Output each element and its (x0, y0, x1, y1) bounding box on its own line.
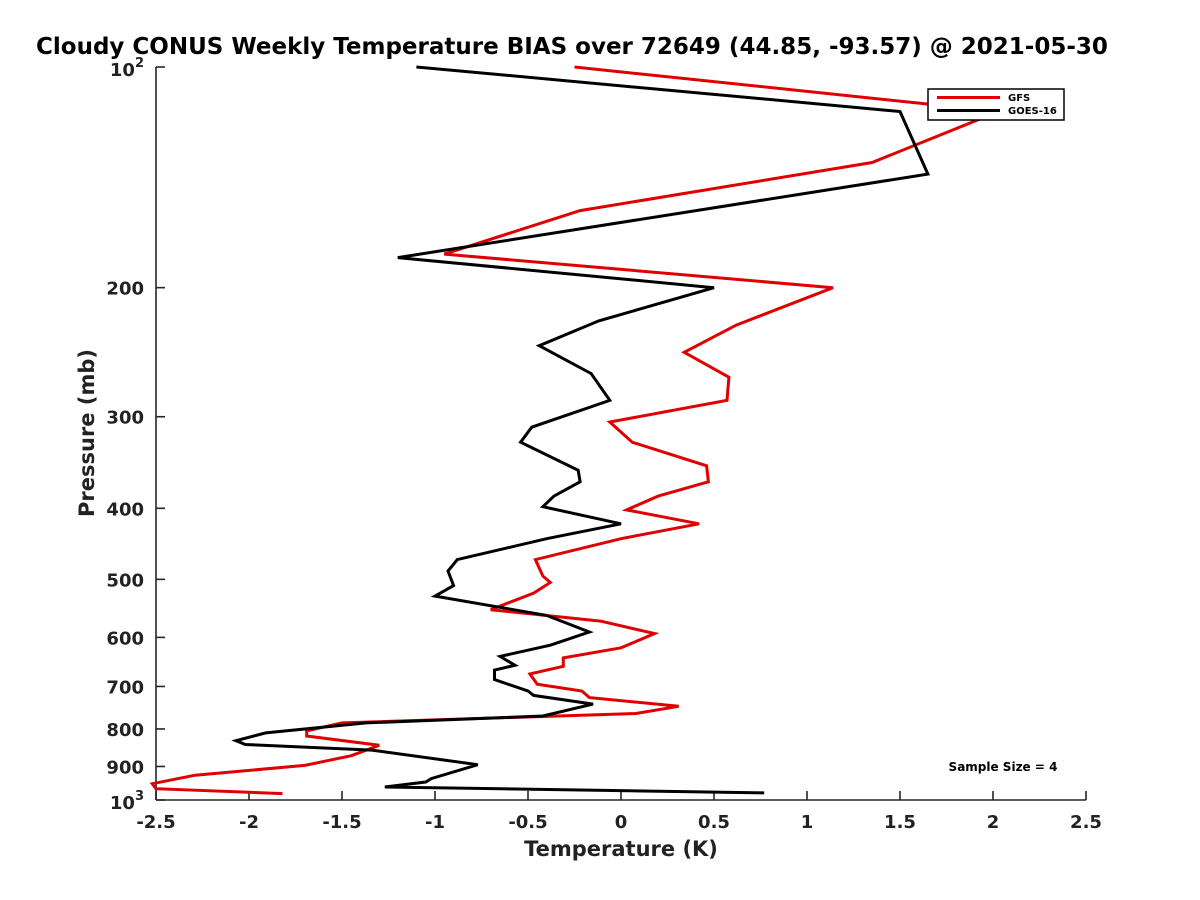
y-axis-label: Pressure (mb) (75, 349, 99, 517)
y-tick-base: 10 (110, 60, 135, 81)
y-tick-label: 700 (106, 677, 144, 698)
y-tick-label: 900 (106, 757, 144, 778)
series-line-goes-16 (236, 67, 928, 793)
y-tick-exponent: 3 (135, 789, 144, 804)
y-tick-label: 400 (106, 499, 144, 520)
x-tick-label: 0.5 (698, 812, 730, 833)
chart-title: Cloudy CONUS Weekly Temperature BIAS ove… (36, 34, 1108, 60)
x-tick-label: -0.5 (508, 812, 547, 833)
x-tick-label: 0 (615, 812, 628, 833)
sample-size-annotation: Sample Size = 4 (949, 760, 1058, 774)
legend: GFS GOES-16 (928, 89, 1064, 120)
y-tick-label: 600 (106, 628, 144, 649)
x-tick-label: -1 (425, 812, 445, 833)
x-tick-label: 2 (987, 812, 1000, 833)
x-tick-label: 2.5 (1070, 812, 1102, 833)
x-tick-label: 1.5 (884, 812, 916, 833)
x-tick-label: -1.5 (322, 812, 361, 833)
y-tick-label: 103 (110, 789, 144, 814)
y-tick-label: 200 (106, 279, 144, 300)
y-tick-label: 300 (106, 408, 144, 429)
y-tick-exponent: 2 (135, 56, 144, 71)
series-lines (152, 67, 998, 794)
legend-label: GOES-16 (1008, 106, 1057, 117)
x-tick-label: -2.5 (136, 812, 175, 833)
y-tick-label: 800 (106, 720, 144, 741)
y-tick-base: 10 (110, 793, 135, 814)
x-axis-ticks: -2.5 -2 -1.5 -1 -0.5 0 0.5 1 1.5 2 2.5 (136, 791, 1102, 833)
x-axis-label: Temperature (K) (524, 837, 718, 861)
x-tick-label: 1 (801, 812, 814, 833)
x-tick-label: -2 (239, 812, 259, 833)
legend-label: GFS (1008, 93, 1030, 104)
y-tick-label: 102 (110, 56, 144, 81)
y-tick-label: 500 (106, 570, 144, 591)
series-line-gfs (152, 67, 998, 794)
